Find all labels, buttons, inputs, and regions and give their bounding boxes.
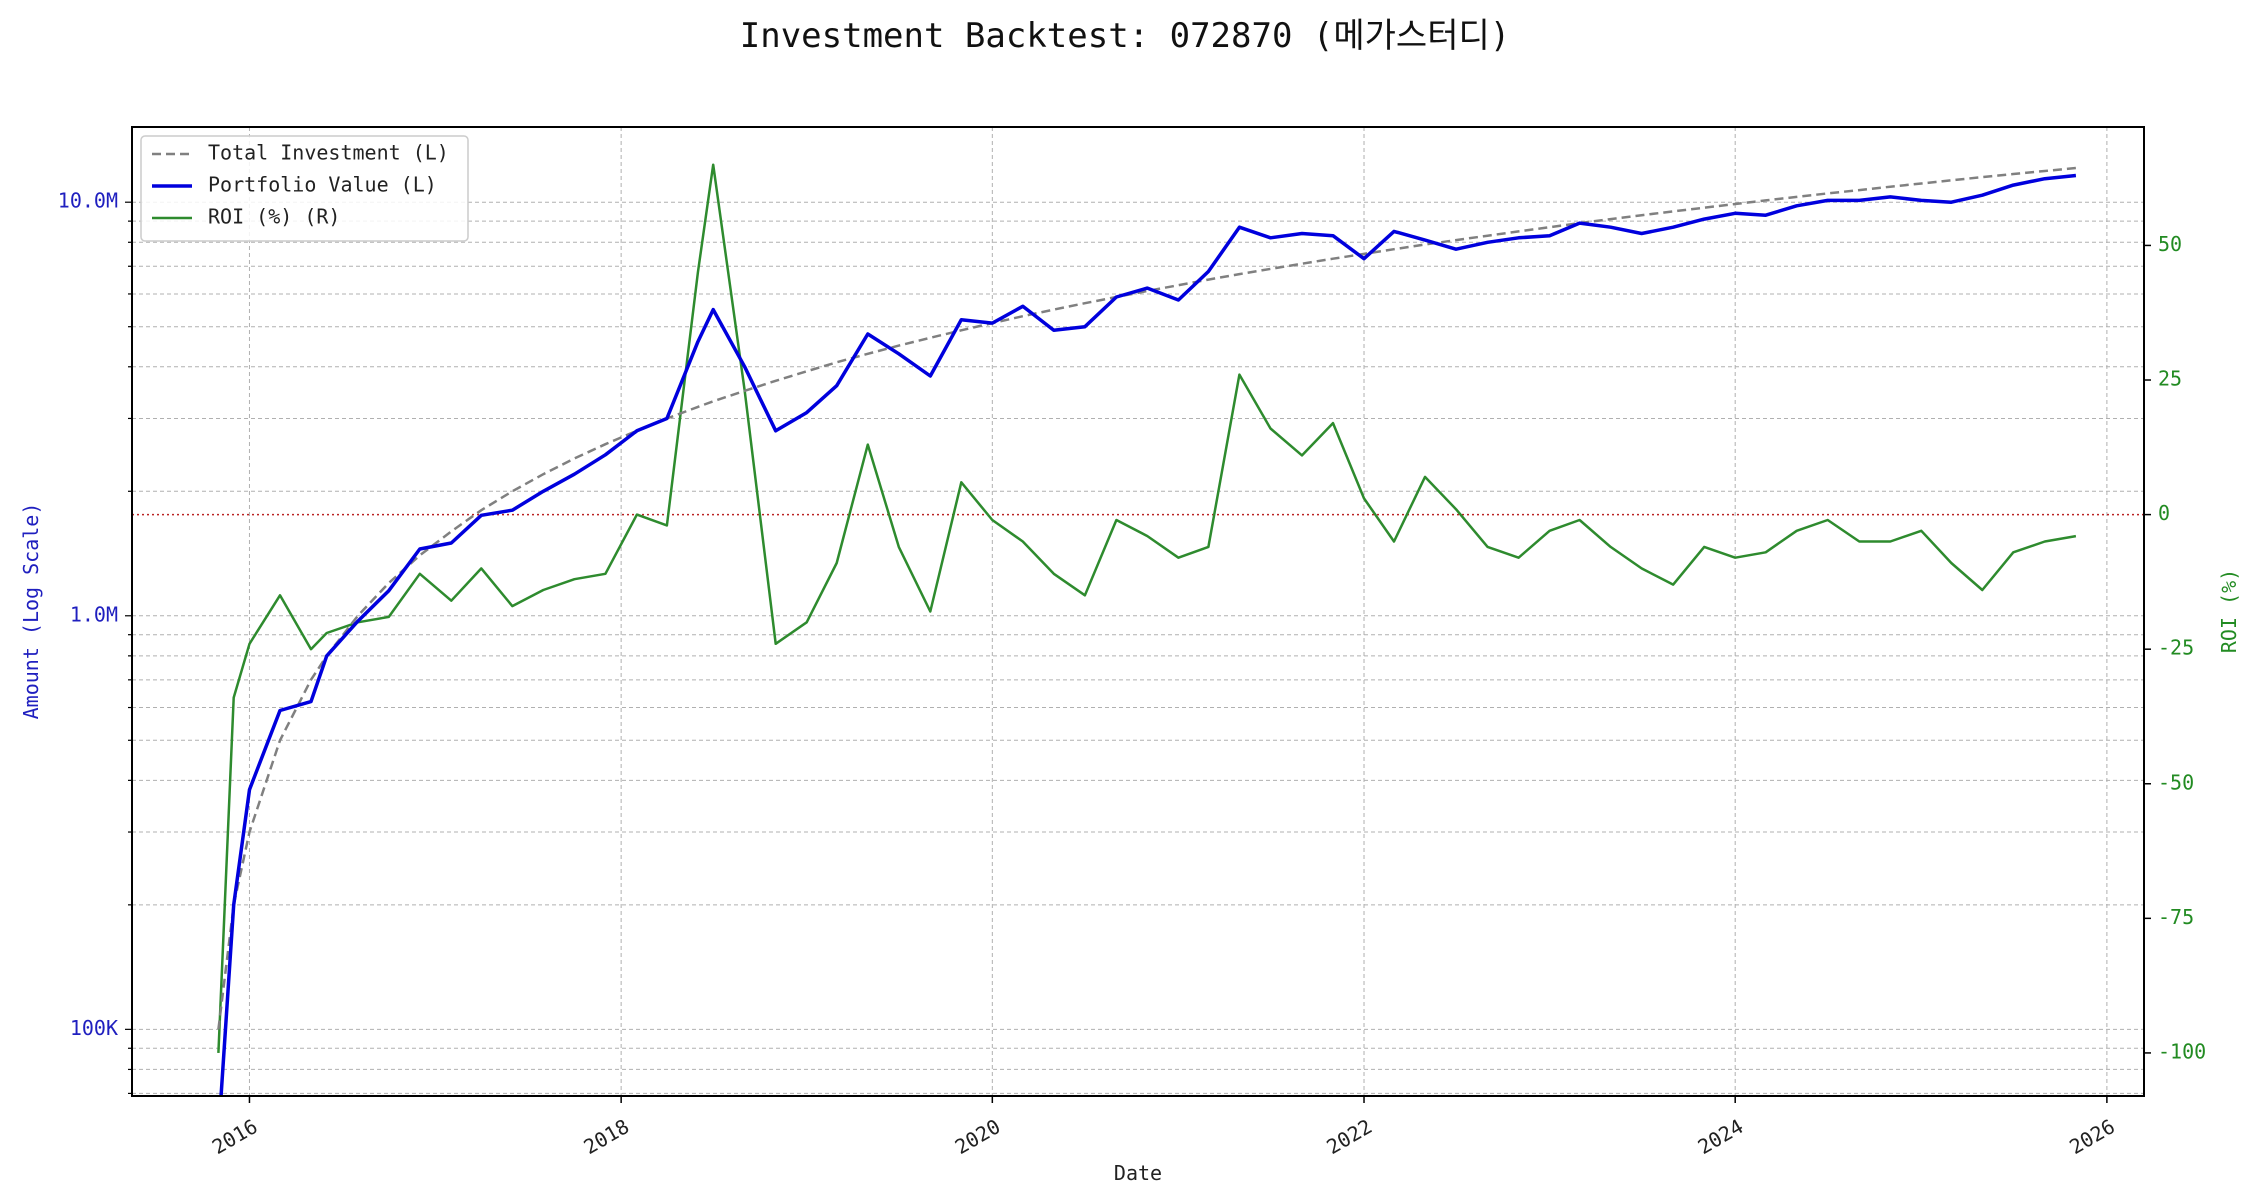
- x-axis-label: Date: [1114, 1161, 1162, 1185]
- grid: [132, 127, 2144, 1096]
- y-left-tick-label: 100K: [70, 1016, 118, 1040]
- y-right-tick-label: 50: [2158, 232, 2182, 256]
- legend-label: Total Investment (L): [208, 141, 449, 165]
- portfolio-value-series-line: [219, 173, 2077, 1096]
- y-left-tick-label: 1.0M: [70, 602, 118, 626]
- y-right-axis-label: ROI (%): [2217, 569, 2241, 653]
- legend-box: [140, 135, 469, 242]
- y-right-axis: 50 25 0 -25 -50 -75 -100: [2144, 232, 2206, 1063]
- roi-series-line: [217, 163, 2077, 1053]
- y-right-tick-label: -50: [2158, 770, 2194, 794]
- plot-frame: [131, 126, 2145, 1097]
- y-right-tick-label: 0: [2158, 501, 2170, 525]
- legend: Total Investment (L) Portfolio Value (L) R…: [140, 135, 469, 242]
- legend-label: ROI (%) (R): [208, 205, 340, 229]
- y-left-axis-label: Amount (Log Scale): [19, 503, 43, 720]
- chart-title: Investment Backtest: 072870 (메가스터디): [740, 16, 1511, 56]
- series-group: [217, 163, 2077, 1096]
- y-right-tick-label: 25: [2158, 367, 2182, 391]
- y-left-tick-label: 10.0M: [58, 189, 118, 213]
- y-left-axis: 100K 1.0M 10.0M: [58, 189, 132, 1095]
- legend-label: Portfolio Value (L): [208, 173, 437, 197]
- y-right-tick-label: -100: [2158, 1039, 2206, 1063]
- y-right-tick-label: -25: [2158, 636, 2194, 660]
- y-right-tick-label: -75: [2158, 905, 2194, 929]
